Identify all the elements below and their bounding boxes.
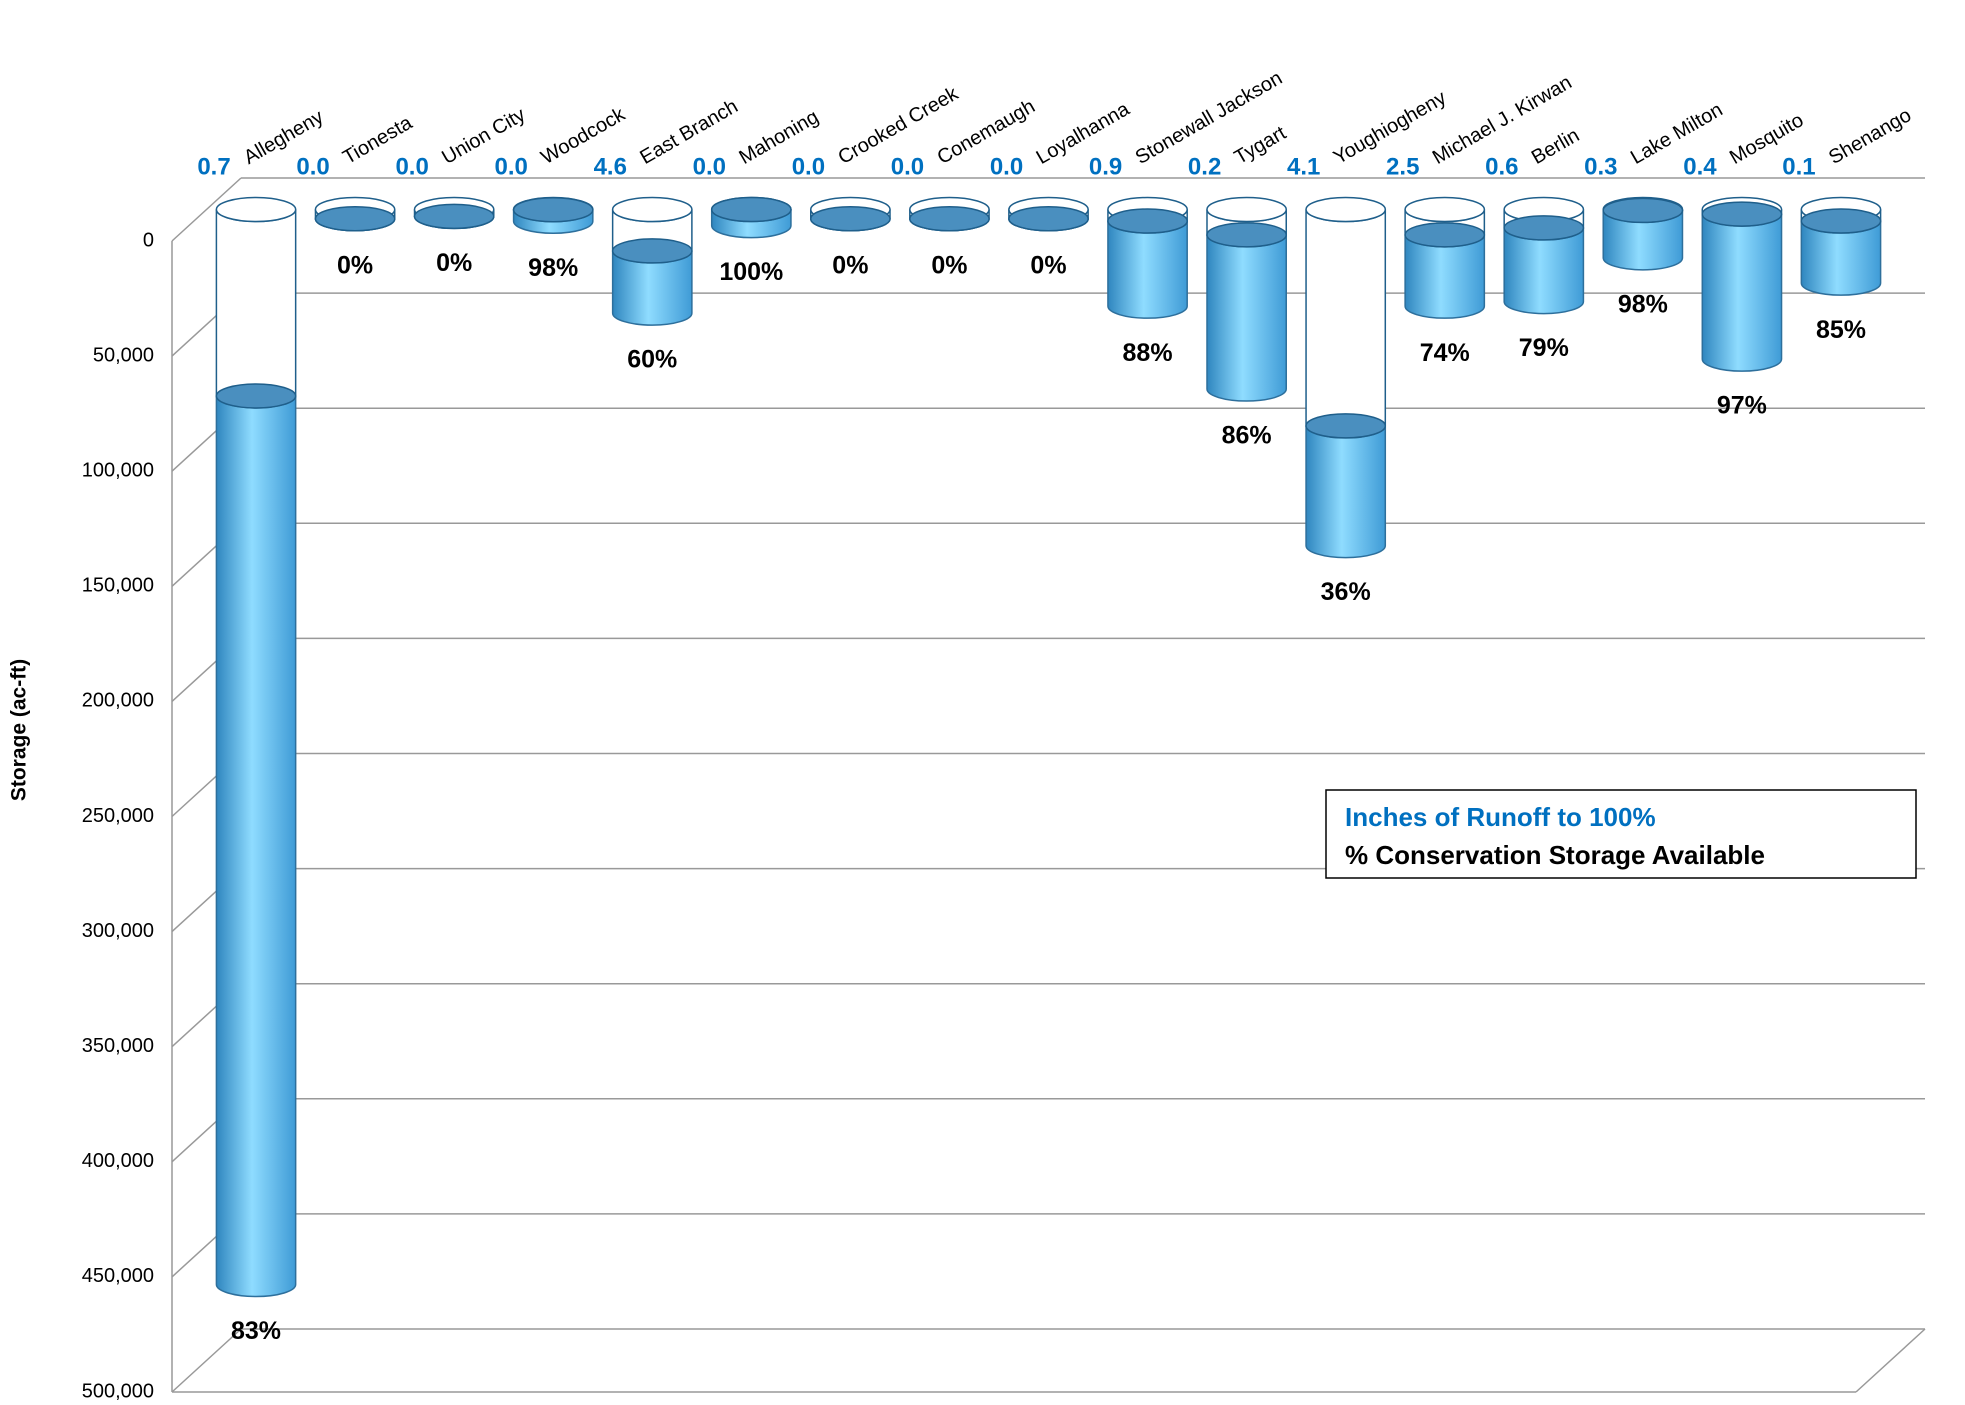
cylinder-fill — [1206, 234, 1287, 402]
cylinder-fill — [215, 395, 297, 1298]
percent-label: 79% — [1519, 334, 1569, 362]
runoff-label: 0.0 — [495, 153, 528, 180]
cylinder-top — [1305, 413, 1387, 439]
runoff-label: 0.0 — [296, 153, 329, 180]
y-tick-label: 150,000 — [82, 575, 154, 597]
cylinder-top — [215, 196, 297, 223]
runoff-label: 0.1 — [1782, 153, 1815, 180]
cylinder-top — [1602, 197, 1684, 224]
runoff-label: 0.9 — [1089, 153, 1122, 180]
percent-label: 86% — [1222, 422, 1272, 450]
cylinder-top — [1008, 205, 1089, 232]
cylinder-top — [1107, 208, 1188, 234]
legend — [1325, 789, 1917, 879]
y-tick-label: 300,000 — [82, 920, 154, 942]
y-axis-label: Storage (ac-ft) — [8, 659, 31, 801]
cylinder-top — [810, 205, 891, 232]
y-tick-label: 500,000 — [82, 1380, 154, 1402]
y-tick-label: 200,000 — [82, 690, 154, 712]
runoff-label: 0.0 — [891, 153, 924, 180]
percent-label: 100% — [719, 258, 783, 286]
cylinder-top — [1206, 196, 1287, 223]
cylinder-outline — [1305, 209, 1387, 439]
cylinder-top — [1404, 222, 1486, 248]
percent-label: 88% — [1123, 339, 1173, 367]
cylinder-top — [314, 205, 396, 232]
cylinder-top — [710, 196, 792, 223]
runoff-label: 0.3 — [1584, 153, 1617, 180]
runoff-label: 0.0 — [693, 153, 726, 180]
percent-label: 74% — [1420, 339, 1470, 367]
y-tick-label: 250,000 — [82, 805, 154, 827]
cylinder-top — [611, 238, 693, 264]
cylinder-top — [611, 196, 693, 223]
cylinder-top — [1305, 196, 1387, 223]
floor-line — [1855, 1328, 1926, 1393]
x-tick-label: Shenango — [1825, 104, 1915, 169]
runoff-label: 2.5 — [1386, 153, 1419, 180]
legend-percent: % Conservation Storage Available — [1345, 840, 1765, 870]
cylinder-top — [215, 383, 297, 409]
runoff-label: 4.1 — [1287, 153, 1320, 180]
cylinder-top — [1701, 201, 1783, 227]
y-tick-label: 50,000 — [93, 344, 154, 366]
percent-label: 0% — [832, 251, 868, 279]
runoff-label: 0.7 — [197, 153, 230, 180]
cylinder-fill — [1701, 213, 1783, 372]
runoff-label: 0.0 — [395, 153, 428, 180]
grid-line-side — [171, 1328, 242, 1393]
runoff-label: 0.2 — [1188, 153, 1221, 180]
x-tick-label: Tygart — [1231, 122, 1291, 169]
y-tick-label: 400,000 — [82, 1150, 154, 1172]
cylinder-fill — [1503, 227, 1585, 315]
cylinder-top — [1800, 208, 1882, 234]
cylinder-top — [1404, 196, 1486, 223]
cylinder-top — [512, 196, 594, 223]
percent-label: 0% — [436, 249, 472, 277]
cylinder-fill — [1107, 220, 1188, 319]
x-tick-label: Berlin — [1528, 124, 1583, 169]
runoff-label: 0.0 — [990, 153, 1023, 180]
percent-label: 97% — [1717, 392, 1767, 420]
cylinder-top — [909, 205, 990, 232]
cylinder-top — [1503, 215, 1585, 241]
percent-label: 0% — [337, 251, 373, 279]
grid-line-side — [171, 177, 242, 242]
cylinder-fill — [1305, 425, 1387, 559]
cylinder-outline — [215, 209, 297, 409]
runoff-label: 0.6 — [1485, 153, 1518, 180]
y-tick-label: 0 — [143, 229, 154, 251]
percent-label: 36% — [1321, 578, 1371, 606]
y-tick-label: 350,000 — [82, 1035, 154, 1057]
percent-label: 83% — [231, 1317, 281, 1345]
cylinder-top — [413, 203, 495, 230]
runoff-label: 0.4 — [1683, 153, 1717, 180]
percent-label: 98% — [528, 254, 578, 282]
percent-label: 60% — [627, 346, 677, 374]
percent-label: 98% — [1618, 290, 1668, 318]
legend-runoff: Inches of Runoff to 100% — [1345, 802, 1656, 832]
runoff-label: 4.6 — [594, 153, 627, 180]
runoff-label: 0.0 — [792, 153, 825, 180]
cylinder-top — [1206, 222, 1287, 248]
percent-label: 0% — [1030, 251, 1066, 279]
percent-label: 85% — [1816, 316, 1866, 344]
y-tick-label: 450,000 — [82, 1265, 154, 1287]
y-tick-label: 100,000 — [82, 459, 154, 481]
percent-label: 0% — [931, 251, 967, 279]
